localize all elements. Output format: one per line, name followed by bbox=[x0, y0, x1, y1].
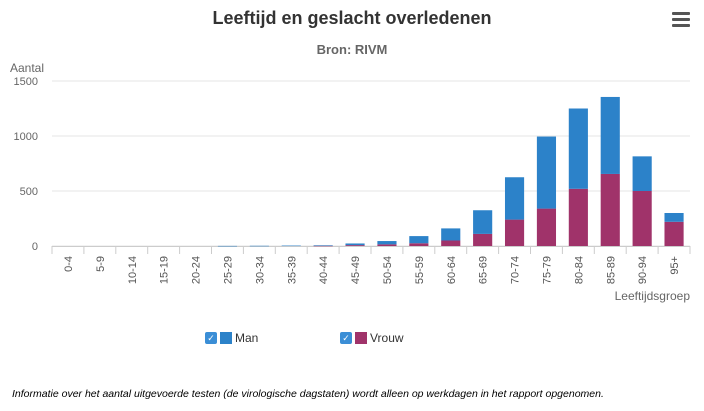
bar-man-70-74 bbox=[504, 177, 525, 220]
bar-man-55-59 bbox=[409, 236, 429, 244]
y-tick-label: 500 bbox=[20, 186, 38, 198]
legend-label-vrouw: Vrouw bbox=[370, 331, 404, 345]
x-tick-label: 80-84 bbox=[573, 256, 585, 284]
bar-vrouw-70-74 bbox=[504, 219, 525, 246]
legend-swatch-vrouw bbox=[355, 332, 367, 344]
legend-item-man[interactable]: ✓ Man bbox=[205, 330, 258, 346]
x-tick-label: 90-94 bbox=[637, 256, 649, 284]
x-tick-label: 35-39 bbox=[286, 256, 298, 284]
bar-man-65-69 bbox=[473, 210, 493, 234]
bar-vrouw-40-44 bbox=[313, 245, 333, 247]
x-tick-label: 60-64 bbox=[446, 256, 458, 284]
legend-label-man: Man bbox=[235, 331, 259, 345]
bar-vrouw-90-94 bbox=[632, 191, 652, 246]
chart-title: Leeftijd en geslacht overledenen bbox=[212, 8, 492, 28]
x-tick-label: 55-59 bbox=[414, 256, 426, 284]
y-tick-label: 1000 bbox=[14, 131, 38, 143]
bar-vrouw-45-49 bbox=[345, 245, 365, 246]
bar-vrouw-55-59 bbox=[409, 243, 429, 246]
bar-vrouw-85-89 bbox=[600, 173, 620, 246]
hamburger-menu-icon bbox=[672, 12, 690, 15]
x-tick-label: 75-79 bbox=[541, 256, 553, 284]
x-tick-label: 65-69 bbox=[478, 256, 490, 284]
x-tick-label: 50-54 bbox=[382, 256, 394, 284]
x-tick-label: 10-14 bbox=[127, 256, 139, 284]
y-tick-label: 0 bbox=[32, 241, 38, 253]
bar-man-95+ bbox=[664, 213, 684, 222]
checkbox-icon[interactable]: ✓ bbox=[340, 332, 352, 344]
bar-man-25-29 bbox=[217, 245, 238, 247]
chart-menu-button[interactable] bbox=[672, 12, 690, 28]
bar-man-90-94 bbox=[632, 156, 652, 191]
bar-vrouw-65-69 bbox=[473, 233, 493, 246]
legend-swatch-man bbox=[220, 332, 232, 344]
chart-subtitle: Bron: RIVM bbox=[316, 42, 388, 57]
bar-man-45-49 bbox=[345, 243, 365, 246]
x-tick-label: 40-44 bbox=[318, 256, 330, 284]
x-tick-label: 95+ bbox=[669, 256, 681, 275]
x-tick-label: 30-34 bbox=[254, 256, 266, 284]
y-axis-label: Aantal bbox=[10, 61, 44, 75]
bar-vrouw-95+ bbox=[664, 221, 684, 246]
x-tick-label: 15-19 bbox=[159, 256, 171, 284]
y-tick-label: 1500 bbox=[14, 76, 38, 88]
x-tick-label: 0-4 bbox=[63, 256, 75, 272]
x-tick-label: 20-24 bbox=[191, 256, 203, 284]
bar-man-50-54 bbox=[377, 241, 397, 245]
bar-vrouw-75-79 bbox=[536, 208, 557, 246]
bar-man-80-84 bbox=[568, 108, 588, 189]
bar-man-40-44 bbox=[313, 245, 333, 246]
x-axis-label: Leeftijdsgroep bbox=[615, 289, 691, 303]
bar-vrouw-50-54 bbox=[377, 244, 397, 246]
bar-man-60-64 bbox=[441, 228, 461, 241]
legend-item-vrouw[interactable]: ✓ Vrouw bbox=[340, 330, 404, 346]
bar-vrouw-80-84 bbox=[568, 188, 588, 246]
bar-man-85-89 bbox=[600, 96, 620, 174]
bar-vrouw-60-64 bbox=[441, 240, 461, 246]
footnote: Informatie over het aantal uitgevoerde t… bbox=[12, 388, 604, 400]
checkbox-icon[interactable]: ✓ bbox=[205, 332, 217, 344]
bar-man-30-34 bbox=[249, 245, 269, 247]
x-tick-label: 25-29 bbox=[222, 256, 234, 284]
x-tick-label: 85-89 bbox=[605, 256, 617, 284]
x-tick-label: 45-49 bbox=[350, 256, 362, 284]
x-tick-label: 70-74 bbox=[510, 256, 522, 284]
bar-man-35-39 bbox=[281, 245, 301, 247]
bar-man-75-79 bbox=[536, 136, 557, 209]
x-tick-label: 5-9 bbox=[95, 256, 107, 272]
